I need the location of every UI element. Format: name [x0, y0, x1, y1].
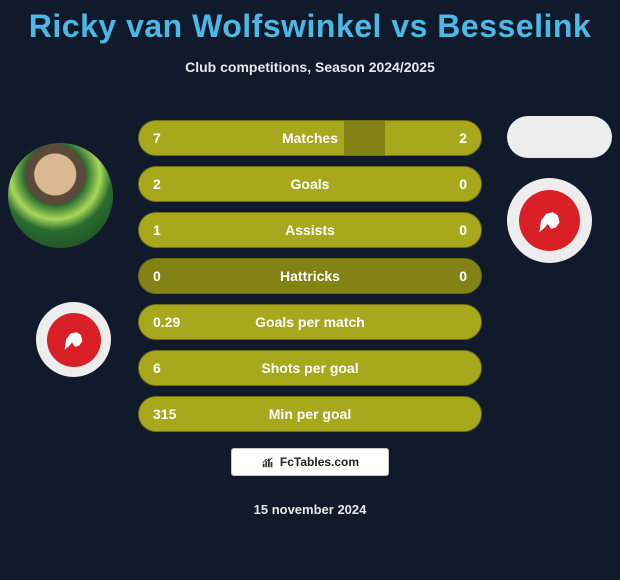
comparison-rows: 7Matches22Goals01Assists00Hattricks00.29…: [138, 120, 482, 442]
stat-label: Assists: [139, 222, 481, 238]
stat-row: 1Assists0: [138, 212, 482, 248]
player-left-club-badge: [36, 302, 111, 377]
stat-label: Matches: [139, 130, 481, 146]
chart-icon: [261, 455, 275, 469]
footer-brand-badge[interactable]: FcTables.com: [231, 448, 389, 476]
subtitle: Club competitions, Season 2024/2025: [0, 59, 620, 75]
footer-date: 15 november 2024: [0, 502, 620, 517]
stat-value-right: 0: [459, 268, 467, 284]
footer-brand-text: FcTables.com: [280, 455, 359, 469]
page-title: Ricky van Wolfswinkel vs Besselink: [0, 0, 620, 45]
club-badge-icon: [519, 190, 580, 251]
stat-label: Shots per goal: [139, 360, 481, 376]
stat-row: 0Hattricks0: [138, 258, 482, 294]
stat-label: Hattricks: [139, 268, 481, 284]
stat-row: 6Shots per goal: [138, 350, 482, 386]
stat-row: 2Goals0: [138, 166, 482, 202]
stat-label: Min per goal: [139, 406, 481, 422]
stat-row: 7Matches2: [138, 120, 482, 156]
stat-row: 315Min per goal: [138, 396, 482, 432]
stat-label: Goals per match: [139, 314, 481, 330]
player-right-club-badge: [507, 178, 592, 263]
stat-value-right: 2: [459, 130, 467, 146]
club-badge-icon: [47, 313, 101, 367]
player-left-avatar: [8, 143, 113, 248]
stat-label: Goals: [139, 176, 481, 192]
stat-value-right: 0: [459, 176, 467, 192]
stat-row: 0.29Goals per match: [138, 304, 482, 340]
player-right-avatar: [507, 116, 612, 158]
stat-value-right: 0: [459, 222, 467, 238]
